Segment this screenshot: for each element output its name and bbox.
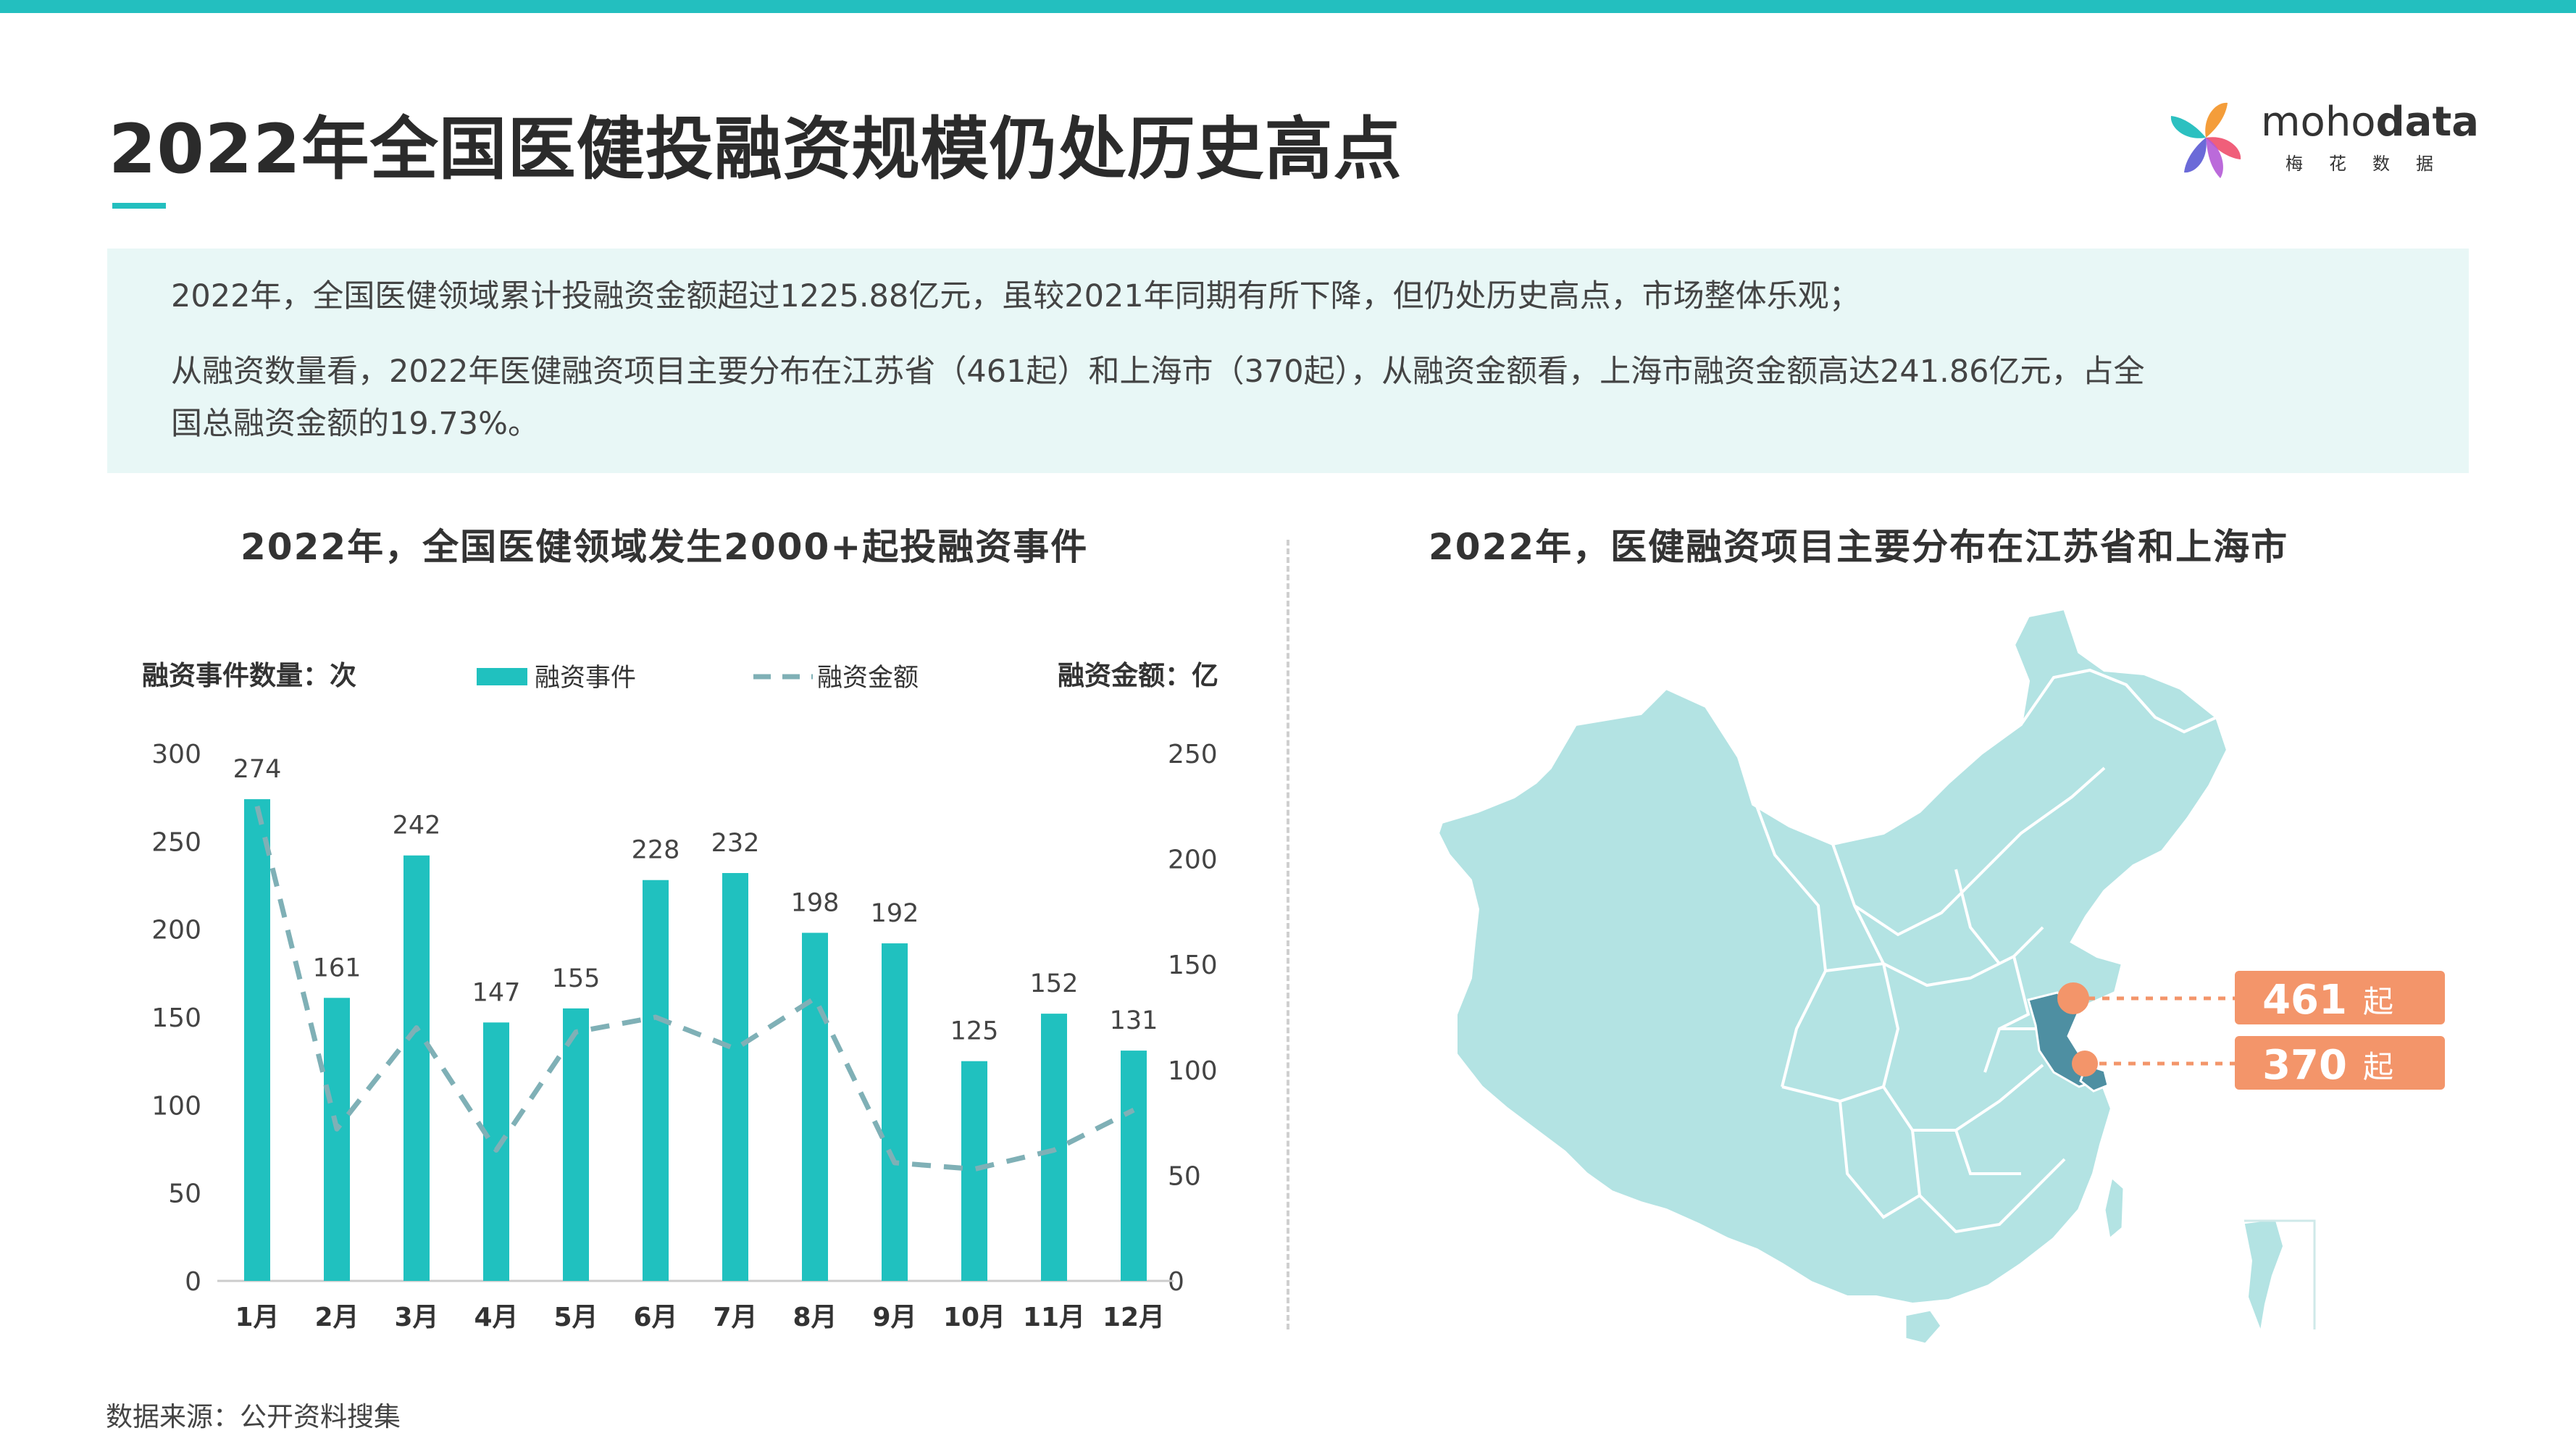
x-tick-label: 8月	[793, 1303, 837, 1332]
bar-data-label: 198	[791, 889, 840, 918]
bar-data-label: 161	[313, 953, 361, 982]
legend-line-label: 融资金额	[817, 664, 919, 693]
bar-data-label: 274	[233, 755, 282, 784]
section-divider	[1287, 540, 1289, 1329]
callout-shanghai: 370 起	[2072, 1036, 2445, 1090]
logo-subtitle: 梅花数据	[2286, 154, 2459, 174]
bar	[802, 932, 828, 1281]
title-underline	[112, 203, 166, 209]
y2-tick-label: 100	[1168, 1056, 1218, 1086]
taiwan-island	[2103, 1175, 2125, 1241]
callout-jiangsu-value: 461	[2262, 977, 2347, 1024]
chart-title: 2022年，全国医健领域发生2000+起投融资事件	[241, 526, 1089, 568]
chart-legend: 融资事件 融资金额	[477, 664, 919, 693]
x-tick-label: 6月	[633, 1303, 677, 1332]
logo: mohodata 梅花数据	[2162, 94, 2479, 181]
y2-axis-label: 融资金额：亿	[1058, 660, 1218, 691]
china-map-shape	[1436, 606, 2316, 1345]
bar	[563, 1008, 589, 1281]
data-source: 数据来源：公开资料搜集	[106, 1401, 401, 1432]
x-tick-label: 10月	[943, 1303, 1005, 1332]
page-title: 2022年全国医健投融资规模仍处历史高点	[109, 110, 1402, 189]
map-title: 2022年，医健融资项目主要分布在江苏省和上海市	[1429, 526, 2289, 568]
y2-tick-label: 50	[1168, 1161, 1201, 1191]
bar-data-label: 152	[1030, 969, 1079, 998]
bar	[1041, 1014, 1067, 1281]
legend-bar-label: 融资事件	[535, 664, 636, 693]
south-china-sea-inset	[2244, 1219, 2283, 1329]
bar	[882, 943, 908, 1281]
legend-bar-swatch	[477, 668, 527, 685]
x-tick-label: 12月	[1103, 1303, 1165, 1332]
y2-tick-label: 250	[1168, 740, 1218, 769]
pinwheel-logo-icon	[2170, 102, 2241, 178]
bar-data-label: 232	[711, 829, 760, 858]
bar-data-label: 192	[871, 899, 919, 928]
x-tick-label: 4月	[474, 1303, 518, 1332]
bar-data-label: 125	[950, 1017, 999, 1046]
callout-shanghai-marker	[2072, 1051, 2098, 1077]
callout-jiangsu: 461 起	[2057, 971, 2445, 1024]
amount-series-line	[254, 805, 1135, 1172]
callout-jiangsu-unit: 起	[2363, 984, 2393, 1019]
bar	[403, 855, 430, 1281]
x-tick-label: 7月	[713, 1303, 757, 1332]
top-accent-bar	[0, 0, 2576, 13]
x-tick-label: 2月	[314, 1303, 359, 1332]
bar	[643, 880, 669, 1281]
callout-jiangsu-marker	[2057, 982, 2089, 1014]
hainan-island	[1904, 1308, 1943, 1345]
y-tick-label: 300	[151, 740, 201, 769]
bar	[244, 799, 270, 1281]
x-tick-label: 9月	[872, 1303, 916, 1332]
bar	[324, 998, 350, 1281]
x-tick-label: 5月	[553, 1303, 598, 1332]
callout-shanghai-box	[2235, 1036, 2445, 1090]
inset-frame	[2244, 1219, 2316, 1329]
y-tick-label: 0	[185, 1267, 201, 1297]
bar	[1121, 1051, 1147, 1281]
y2-tick-label: 150	[1168, 951, 1218, 980]
y-tick-label: 250	[151, 827, 201, 857]
bar-line-chart: 融资事件数量：次 融资金额：亿 融资事件 融资金额 0 50 100 150 200 25…	[142, 660, 1218, 1332]
heilongjiang	[2012, 606, 2220, 734]
bar	[722, 873, 748, 1281]
logo-wordmark: mohodata	[2261, 99, 2480, 146]
summary-line-3: 国总融资金额的19.73%。	[171, 406, 539, 442]
bar-data-label: 155	[552, 964, 601, 993]
callout-jiangsu-box	[2235, 971, 2445, 1024]
bar	[961, 1061, 987, 1281]
bar-data-label: 228	[632, 836, 680, 865]
china-mainland	[1436, 668, 2230, 1306]
callout-shanghai-value: 370	[2262, 1042, 2347, 1089]
summary-box: 2022年，全国医健领域累计投融资金额超过1225.88亿元，虽较2021年同期…	[107, 249, 2469, 473]
y-tick-label: 50	[168, 1179, 201, 1209]
y-tick-label: 200	[151, 916, 201, 945]
bar-data-label: 131	[1110, 1006, 1158, 1035]
y2-tick-label: 0	[1168, 1267, 1184, 1297]
x-tick-label: 3月	[394, 1303, 438, 1332]
y2-tick-label: 200	[1168, 845, 1218, 875]
bar-data-label: 147	[472, 978, 521, 1007]
x-tick-label: 1月	[235, 1303, 279, 1332]
summary-line-1: 2022年，全国医健领域累计投融资金额超过1225.88亿元，虽较2021年同期…	[171, 278, 1860, 314]
y-tick-label: 100	[151, 1091, 201, 1121]
y-axis-label: 融资事件数量：次	[142, 660, 356, 691]
y-tick-label: 150	[151, 1003, 201, 1033]
callout-shanghai-unit: 起	[2363, 1049, 2393, 1085]
x-tick-label: 11月	[1023, 1303, 1085, 1332]
bar-data-label: 242	[393, 811, 441, 840]
summary-line-2: 从融资数量看，2022年医健融资项目主要分布在江苏省（461起）和上海市（370…	[171, 354, 2145, 390]
